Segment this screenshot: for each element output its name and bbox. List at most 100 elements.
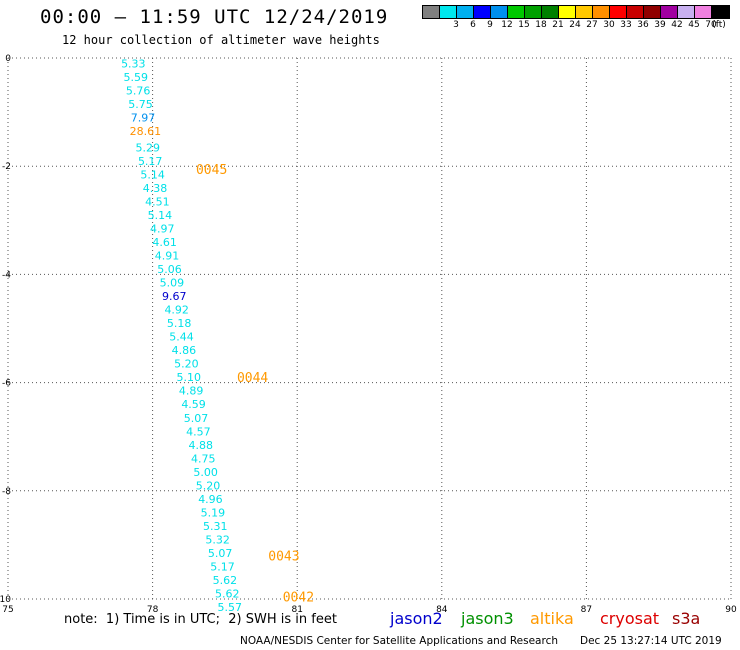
y-tick-label: -6 [2,379,11,389]
y-tick-label: 0 [5,54,11,64]
wave-height-label: 5.32 [205,533,230,546]
legend-label: 18 [535,20,547,30]
wave-height-label: 5.57 [217,601,242,614]
x-tick-label: 84 [436,605,448,615]
wave-height-label: 4.61 [152,236,177,249]
color-scale-legend [422,5,730,19]
wave-height-label: 4.38 [143,182,168,195]
legend-swatch [644,6,661,18]
legend-swatch [474,6,491,18]
wave-height-label: 5.18 [167,317,192,330]
wave-height-label: 4.89 [179,385,204,398]
x-tick-label: 78 [147,605,159,615]
wave-height-label: 5.14 [148,209,173,222]
wave-height-label: 4.57 [186,425,211,438]
wave-height-label: 4.96 [198,493,223,506]
wave-height-label: 5.75 [128,98,153,111]
wave-height-label: 4.91 [155,249,180,262]
wave-height-label: 7.97 [131,112,156,125]
legend-swatch [712,6,729,18]
wave-height-label: 5.59 [123,71,148,84]
time-label: 0045 [196,163,227,178]
legend-label: 45 [688,20,700,30]
legend-label: 30 [603,20,615,30]
legend-label: 70 [705,20,717,30]
x-tick-label: 90 [725,605,737,615]
wave-height-label: 5.07 [184,412,209,425]
time-label: 0044 [237,371,268,386]
legend-label: 24 [569,20,581,30]
y-tick-label: -10 [0,595,11,605]
satellite-jason2: jason2 [390,609,443,628]
legend-swatch [610,6,627,18]
wave-height-label: 5.10 [177,371,202,384]
legend-unit: (ft) [712,20,726,30]
legend-swatch [491,6,508,18]
wave-height-label: 5.14 [140,168,165,181]
wave-height-label: 5.33 [121,57,146,70]
wave-height-label: 4.75 [191,452,216,465]
legend-swatch [542,6,559,18]
wave-height-label: 5.31 [203,520,228,533]
legend-swatch [559,6,576,18]
wave-height-label: 4.51 [145,195,170,208]
legend-label: 9 [487,20,493,30]
legend-label: 15 [518,20,530,30]
legend-label: 39 [654,20,666,30]
legend-swatch [440,6,457,18]
x-tick-label: 87 [581,605,592,615]
y-tick-label: -2 [2,162,11,172]
legend-label: 27 [586,20,598,30]
wave-height-label: 5.06 [157,263,182,276]
legend-label: 3 [453,20,459,30]
wave-height-label: 5.20 [174,358,199,371]
legend-swatch [576,6,593,18]
y-tick-label: -8 [2,487,11,497]
wave-height-label: 5.00 [193,466,218,479]
wave-height-label: 9.67 [162,290,187,303]
legend-swatch [678,6,695,18]
wave-height-label: 5.62 [215,588,240,601]
wave-height-label: 5.76 [126,84,151,97]
wave-height-label: 4.59 [181,398,206,411]
legend-label: 12 [501,20,513,30]
wave-height-label: 5.19 [201,506,226,519]
time-label: 0042 [283,590,314,605]
wave-height-label: 5.20 [196,479,221,492]
wave-height-label: 5.17 [138,155,163,168]
legend-swatch [423,6,440,18]
satellite-s3a: s3a [672,609,701,628]
legend-swatch [508,6,525,18]
wave-height-label: 5.29 [136,141,161,154]
legend-label: 6 [470,20,476,30]
wave-height-label: 5.09 [160,277,185,290]
legend-swatch [593,6,610,18]
wave-height-label: 4.88 [189,439,214,452]
time-label: 0043 [268,550,299,565]
legend-swatch [457,6,474,18]
satellite-jason3: jason3 [461,609,514,628]
page-subtitle: 12 hour collection of altimeter wave hei… [62,33,380,47]
wave-height-label: 5.44 [169,331,194,344]
legend-label: 33 [620,20,632,30]
wave-height-label: 5.62 [213,574,238,587]
wave-height-label: 4.92 [164,304,189,317]
wave-height-label: 4.86 [172,344,197,357]
footer-timestamp: Dec 25 13:27:14 UTC 2019 [580,635,722,647]
legend-label: 42 [671,20,683,30]
legend-label: 36 [637,20,649,30]
wave-height-label: 5.07 [208,547,233,560]
chart-note: note: 1) Time is in UTC; 2) SWH is in fe… [64,612,337,627]
legend-swatch [695,6,712,18]
legend-label: 21 [552,20,564,30]
page-title: 00:00 – 11:59 UTC 12/24/2019 [40,6,389,28]
satellite-altika: altika [530,609,574,628]
x-tick-label: 81 [291,605,302,615]
wave-height-label: 4.97 [150,222,175,235]
footer-credit: NOAA/NESDIS Center for Satellite Applica… [240,635,558,647]
legend-swatch [627,6,644,18]
y-tick-label: -4 [2,270,11,280]
wave-height-label: 5.17 [210,561,235,574]
satellite-cryosat: cryosat [600,609,660,628]
